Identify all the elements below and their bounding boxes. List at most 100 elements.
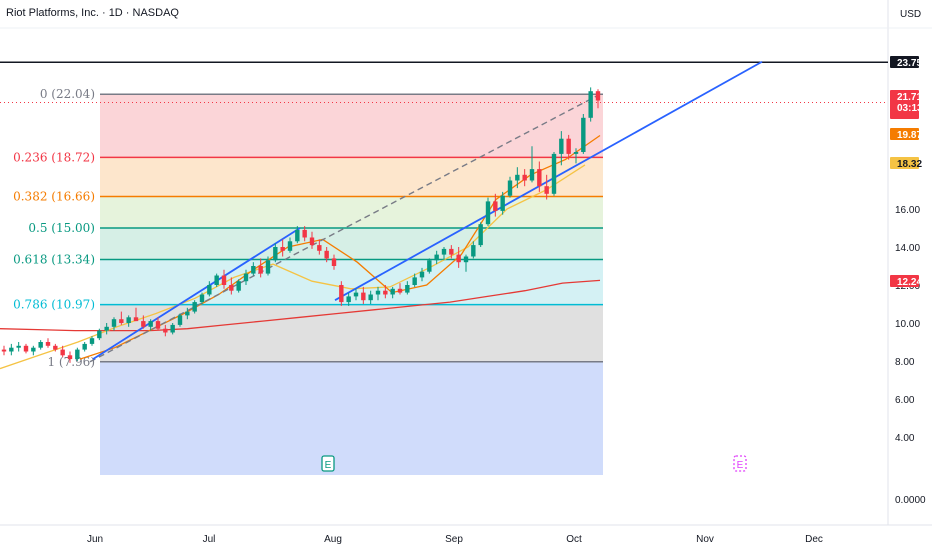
candle-body-12: [89, 338, 95, 344]
candle-body-21: [155, 321, 161, 329]
candle-body-59: [434, 254, 439, 261]
y-tick-3: 10.00: [895, 319, 920, 330]
candle-body-55: [405, 285, 410, 293]
candle-body-58: [427, 260, 432, 272]
x-tick-1: Jul: [203, 534, 216, 545]
candle-body-4: [31, 347, 36, 352]
candle-body-50: [368, 294, 373, 301]
candle-body-7: [53, 345, 58, 350]
candle-body-14: [104, 326, 109, 331]
earnings-marker-past[interactable]: E: [321, 455, 335, 472]
candle-body-15: [111, 319, 117, 327]
candle-body-29: [214, 275, 219, 285]
candle-body-34: [251, 266, 256, 274]
candle-body-69: [507, 180, 513, 196]
trend-line-2: [334, 60, 763, 301]
candle-body-35: [258, 266, 263, 274]
candle-body-61: [449, 248, 454, 255]
candle-body-62: [456, 254, 461, 263]
candle-body-10: [75, 349, 80, 360]
candle-body-40: [295, 229, 300, 242]
candle-body-18: [133, 317, 139, 322]
tag-last-text-0: 21.71: [897, 92, 922, 103]
candle-body-41: [302, 229, 307, 238]
candle-body-60: [441, 248, 447, 255]
candle-body-28: [207, 285, 212, 295]
fib-zone-3: [100, 228, 603, 260]
candle-body-51: [375, 290, 381, 295]
candle-body-20: [148, 321, 153, 327]
candle-body-2: [16, 345, 21, 348]
candle-body-65: [478, 224, 483, 246]
candle-body-76: [559, 138, 564, 154]
candle-body-78: [573, 152, 579, 154]
fib-zone-2: [100, 196, 603, 228]
candle-body-22: [163, 328, 168, 333]
x-tick-4: Oct: [566, 534, 582, 545]
fib-zone-0: [100, 94, 603, 158]
candle-body-63: [463, 256, 469, 263]
candle-body-24: [177, 315, 183, 325]
y-tick-6: 4.00: [895, 433, 915, 444]
tag-ma-fast-bg: [890, 128, 919, 140]
trend-line-1: [92, 227, 301, 360]
candle-body-80: [588, 91, 593, 118]
tag-last-bg: [890, 90, 919, 119]
candle-body-72: [529, 169, 535, 181]
symbol-title: Riot Platforms, Inc. · 1D · NASDAQ: [6, 7, 179, 19]
candle-body-46: [339, 285, 344, 303]
candle-body-54: [397, 288, 403, 293]
candle-body-27: [199, 294, 205, 303]
x-tick-0: Jun: [87, 534, 103, 545]
candle-body-11: [82, 343, 87, 350]
candle-body-57: [419, 271, 425, 278]
svg-text:E: E: [325, 460, 332, 471]
tag-resistance-bg: [890, 56, 919, 68]
candle-body-23: [170, 324, 175, 333]
candle-body-26: [192, 302, 197, 312]
y-tick-1: 14.00: [895, 243, 920, 254]
candle-body-73: [537, 169, 542, 187]
y-tick-4: 8.00: [895, 357, 915, 368]
x-tick-5: Nov: [696, 534, 714, 545]
candle-body-66: [485, 201, 491, 225]
candle-body-31: [229, 285, 234, 291]
candle-body-70: [515, 174, 520, 181]
svg-text:E: E: [737, 460, 744, 471]
fib-label-3: 0.5 (15.00): [28, 221, 95, 235]
candle-body-44: [324, 250, 329, 259]
candle-body-56: [412, 277, 417, 285]
candle-body-39: [287, 241, 293, 251]
candle-body-8: [60, 349, 65, 356]
candle-body-0: [1, 349, 7, 352]
earnings-marker-upcoming[interactable]: E: [733, 455, 747, 472]
candle-body-49: [361, 292, 366, 301]
candle-body-16: [119, 319, 124, 323]
ma-fast-line: [79, 134, 601, 360]
candle-body-17: [126, 317, 131, 323]
fib-zone-5: [100, 304, 603, 362]
candle-body-75: [551, 153, 557, 194]
candle-body-5: [38, 342, 43, 348]
tag-ma-slow-text-0: 12.24: [897, 277, 922, 288]
y-tick-5: 6.00: [895, 395, 915, 406]
candle-body-52: [383, 290, 388, 295]
fib-zone-6: [100, 361, 603, 475]
tag-last-text-1: 03:13:08: [897, 103, 932, 114]
candle-body-13: [97, 330, 102, 339]
currency-label[interactable]: USD: [900, 9, 922, 20]
candle-body-36: [265, 260, 271, 274]
x-tick-2: Aug: [324, 534, 342, 545]
fib-label-4: 0.618 (13.34): [13, 253, 95, 267]
fib-label-1: 0.236 (18.72): [13, 150, 95, 164]
fib-zone-4: [100, 259, 603, 305]
y-tick-0: 16.00: [895, 205, 920, 216]
fib-label-0: 0 (22.04): [40, 87, 95, 101]
candle-body-32: [236, 281, 241, 291]
candle-body-38: [280, 247, 285, 251]
candle-body-64: [471, 245, 476, 257]
fib-label-2: 0.382 (16.66): [13, 189, 95, 203]
tag-ma-mid-text-0: 18.32: [897, 159, 922, 170]
candle-body-37: [273, 247, 278, 261]
